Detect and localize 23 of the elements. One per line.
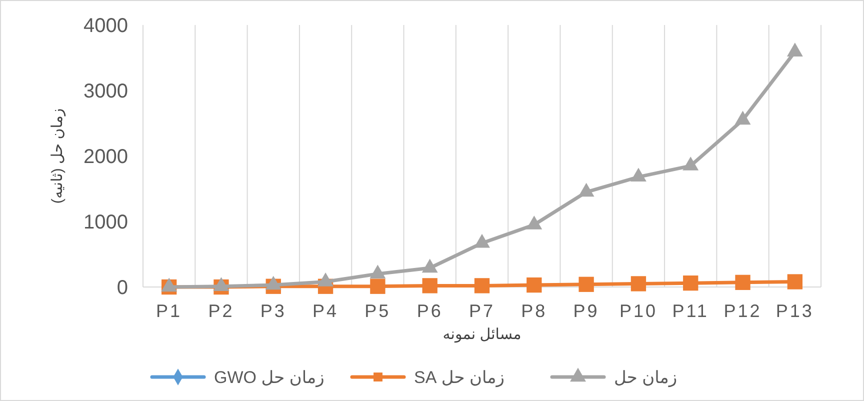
- x-axis-title: مسائل نمونه: [442, 326, 522, 343]
- y-tick-label: 3000: [84, 80, 128, 102]
- x-tick-label: P9: [573, 301, 600, 321]
- y-tick-label: 0: [116, 277, 128, 299]
- x-tick-label: P13: [776, 301, 814, 321]
- legend-label: زمان حل: [614, 368, 678, 388]
- x-tick-label: P1: [156, 301, 182, 321]
- x-tick-label: P8: [521, 301, 548, 321]
- x-tick-label: P10: [619, 301, 658, 321]
- x-tick-label: P2: [208, 301, 234, 321]
- legend-label: زمان حل SA: [414, 368, 504, 388]
- y-axis-title: زمان حل (ثانیه): [49, 108, 66, 204]
- x-tick-label: P7: [468, 301, 496, 321]
- y-tick-label: 4000: [84, 15, 128, 37]
- x-tick-label: P5: [364, 301, 391, 321]
- y-tick-label: 1000: [84, 212, 128, 234]
- x-tick-label: P3: [260, 301, 286, 321]
- x-tick-label: P6: [416, 301, 443, 321]
- y-tick-label: 2000: [84, 146, 128, 168]
- legend-label: زمان حل GWO: [214, 368, 324, 388]
- x-tick-label: P4: [312, 301, 339, 321]
- x-tick-label: P12: [724, 301, 762, 321]
- x-tick-label: P11: [672, 301, 709, 321]
